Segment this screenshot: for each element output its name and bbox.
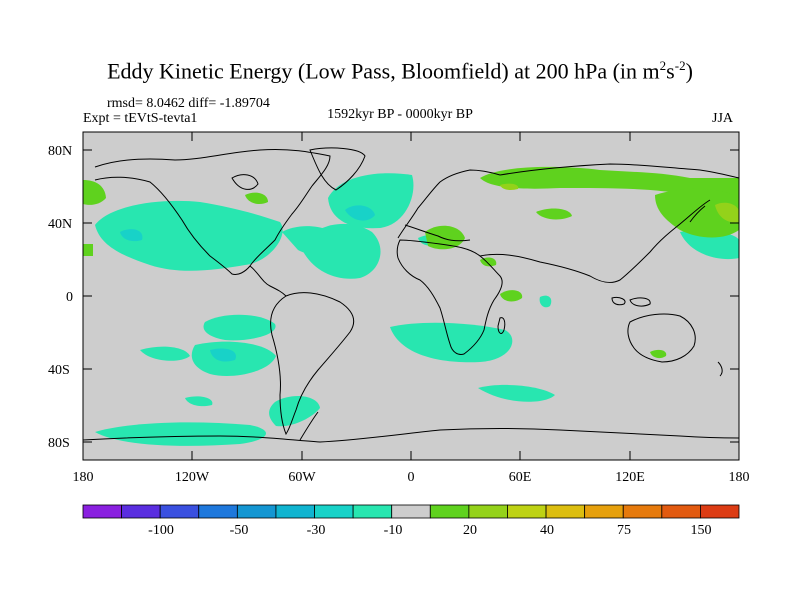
y-tick-label: 40S	[48, 363, 70, 378]
chart-title: Eddy Kinetic Energy (Low Pass, Bloomfiel…	[107, 58, 693, 84]
colorbar-label: 75	[617, 523, 631, 538]
x-tick-label: 0	[408, 470, 415, 485]
colorbar-label: 40	[540, 523, 554, 538]
y-tick-label: 40N	[48, 217, 72, 232]
colorbar-swatch	[545, 504, 586, 519]
colorbar-swatch	[622, 504, 663, 519]
colorbar-label: -50	[230, 523, 249, 538]
colorbar-label: -100	[148, 523, 174, 538]
y-tick-marks	[83, 149, 739, 443]
colorbar-swatch	[275, 504, 315, 519]
colorbar-swatch	[661, 504, 701, 519]
negative-anomaly-cores	[120, 205, 375, 362]
y-tick-label: 0	[66, 290, 73, 305]
x-tick-label: 120E	[615, 470, 645, 485]
y-tick-label: 80S	[48, 436, 70, 451]
colorbar-label: -30	[307, 523, 326, 538]
colorbar-swatch	[584, 504, 624, 519]
positive-anomaly-cores	[500, 183, 739, 223]
colorbar-label: -10	[384, 523, 403, 538]
colorbar-swatch	[352, 504, 393, 519]
x-tick-label: 120W	[175, 470, 210, 485]
colorbar-swatch	[468, 504, 508, 519]
x-tick-label: 180	[73, 470, 94, 485]
period-label: 1592kyr BP - 0000kyr BP	[327, 107, 473, 122]
x-tick-label: 180	[729, 470, 750, 485]
x-tick-label: 60E	[509, 470, 532, 485]
coastlines	[83, 147, 739, 443]
colorbar-swatch	[507, 504, 547, 519]
anomaly-field	[83, 166, 739, 446]
colorbar-label: 20	[463, 523, 477, 538]
colorbar-swatch	[236, 504, 277, 519]
stats-label: rmsd= 8.0462 diff= -1.89704	[107, 96, 270, 111]
y-tick-label: 80N	[48, 144, 72, 159]
colorbar-swatch	[314, 504, 354, 519]
colorbar-swatch	[198, 504, 238, 519]
colorbar	[82, 504, 740, 519]
x-tick-marks	[82, 132, 740, 460]
colorbar-label: 150	[691, 523, 712, 538]
x-tick-label: 60W	[288, 470, 316, 485]
season-label: JJA	[712, 111, 734, 126]
experiment-label: Expt = tEVtS-tevta1	[83, 111, 198, 126]
colorbar-swatch	[391, 504, 431, 519]
colorbar-swatch	[429, 504, 470, 519]
colorbar-swatch	[82, 504, 122, 519]
colorbar-swatch	[121, 504, 161, 519]
colorbar-swatch	[700, 504, 740, 519]
colorbar-swatch	[159, 504, 200, 519]
